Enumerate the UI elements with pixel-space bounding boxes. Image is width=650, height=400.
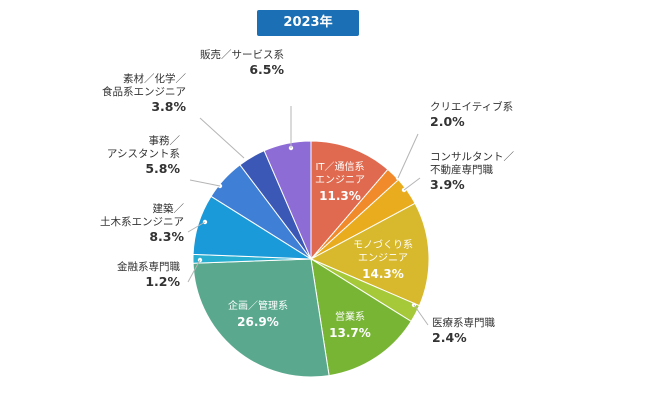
slice-name-materials: 素材／化学／ <box>123 72 186 85</box>
pie-slice-monozukuri <box>309 202 430 307</box>
slice-name-creative: クリエイティブ系 <box>430 100 513 113</box>
slice-value-finance: 1.2% <box>145 274 180 289</box>
slice-value-retail: 6.5% <box>249 62 284 77</box>
slice-name-monozukuri: モノづくり系 <box>353 239 413 251</box>
callout-line-consultant <box>403 177 421 191</box>
slice-value-medical: 2.4% <box>432 330 467 345</box>
callout-line-creative <box>397 133 419 179</box>
slice-value-consultant: 3.9% <box>430 177 465 192</box>
slice-value-materials: 3.8% <box>151 99 186 114</box>
callout-line-office <box>189 179 221 187</box>
slice-name-it: IT／通信系 <box>315 161 364 173</box>
slice-value-creative: 2.0% <box>430 114 465 129</box>
slice-name-materials: 食品系エンジニア <box>102 85 186 98</box>
slice-name-retail: 販売／サービス系 <box>200 48 284 61</box>
year-badge: 2023年 <box>257 10 359 36</box>
slice-name-medical: 医療系専門職 <box>432 316 495 329</box>
slice-name-construction: 土木系エンジニア <box>100 215 184 228</box>
slice-name-consultant: 不動産専門職 <box>430 163 493 176</box>
slice-value-planning: 26.9% <box>237 315 279 329</box>
slice-name-sales: 営業系 <box>335 310 365 323</box>
slice-name-monozukuri: エンジニア <box>358 253 408 264</box>
pie-slice-it <box>310 140 389 261</box>
slice-value-monozukuri: 14.3% <box>362 267 404 281</box>
slice-value-it: 11.3% <box>319 189 361 203</box>
slice-name-consultant: コンサルタント／ <box>430 151 514 163</box>
callout-line-construction <box>187 221 206 233</box>
slice-label-sales: 営業系 13.7% <box>329 310 371 340</box>
slice-name-office: 事務／ <box>149 134 181 147</box>
pie-slice-retail <box>263 140 312 260</box>
callout-line-finance <box>187 259 201 283</box>
slice-name-finance: 金融系専門職 <box>117 260 180 273</box>
slice-name-planning: 企画／管理系 <box>228 299 288 312</box>
slice-name-it: エンジニア <box>315 175 365 186</box>
slice-label-planning: 企画／管理系 26.9% <box>228 299 288 329</box>
slice-value-office: 5.8% <box>145 161 180 176</box>
callout-line-medical <box>413 304 429 326</box>
pie-slice-sales <box>310 257 412 377</box>
slice-name-construction: 建築／ <box>153 202 185 215</box>
pie-slice-planning <box>192 258 330 378</box>
slice-value-construction: 8.3% <box>149 229 184 244</box>
slice-name-office: アシスタント系 <box>107 148 180 160</box>
slice-value-sales: 13.7% <box>329 326 371 340</box>
callout-line-materials <box>199 117 245 159</box>
